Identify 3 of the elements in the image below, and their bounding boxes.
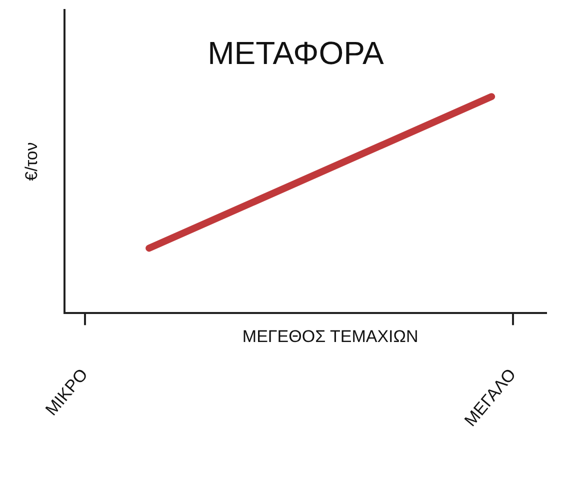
- x-axis-title: ΜΕΓΕΘΟΣ ΤΕΜΑΧΙΩΝ: [242, 326, 418, 346]
- y-axis-title: €/τον: [22, 142, 42, 181]
- chart-title: ΜΕΤΑΦΟΡΑ: [208, 34, 385, 71]
